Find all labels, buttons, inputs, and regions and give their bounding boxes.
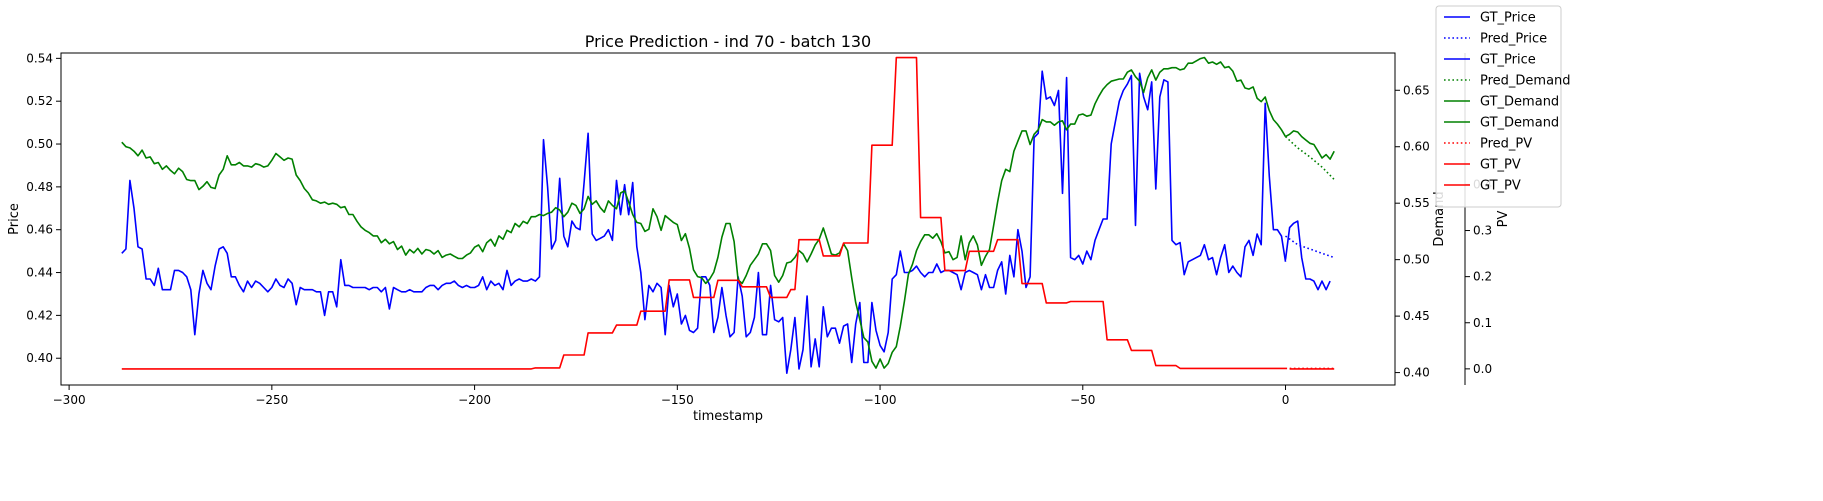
axes-layer: −300 −250 −200 −150 −100 −50 0 0.40 0.42 0.44 0.46… (26, 51, 1492, 407)
demand-tick-label: 0.55 (1403, 196, 1430, 210)
price-tick-label: 0.42 (26, 308, 53, 322)
legend-box (1435, 5, 1562, 208)
legend-label: GT_Demand (1480, 116, 1559, 131)
plot-frame (60, 52, 1396, 386)
legend: GT_Price Pred_Price GT_Price Pred_Demand GT_… (1435, 5, 1571, 208)
price-tick-label: 0.52 (26, 94, 53, 108)
legend-label: GT_PV (1480, 179, 1521, 194)
x-tick-label: 0 (1282, 393, 1290, 407)
chart-title: Price Prediction - ind 70 - batch 130 (585, 32, 871, 51)
demand-tick-label: 0.40 (1403, 366, 1430, 380)
legend-label: Pred_PV (1480, 137, 1532, 152)
x-tick-label: −300 (53, 393, 86, 407)
pv-tick-label: 0.0 (1473, 362, 1492, 376)
series-layer (121, 56, 1335, 375)
price-tick-label: 0.50 (26, 137, 53, 151)
price-tick-label: 0.40 (26, 351, 53, 365)
price-tick-label: 0.54 (26, 51, 53, 65)
series-line-gt-pv-6 (121, 56, 1286, 370)
pv-tick-label: 0.3 (1473, 224, 1492, 238)
legend-label: GT_Demand (1480, 95, 1559, 110)
series-line-gt-price-0 (121, 70, 1287, 375)
demand-tick-label: 0.45 (1403, 309, 1430, 323)
series-line-gt-demand-4 (1285, 130, 1335, 160)
series-line-pred-price-2 (1285, 235, 1335, 259)
x-tick-label: −150 (661, 393, 694, 407)
price-tick-label: 0.44 (26, 266, 53, 280)
demand-tick-label: 0.60 (1403, 140, 1430, 154)
legend-label: Pred_Price (1480, 32, 1547, 47)
x-tick-label: −200 (458, 393, 491, 407)
x-tick-label: −250 (255, 393, 288, 407)
pv-tick-label: 0.2 (1473, 270, 1492, 284)
demand-tick-label: 0.65 (1403, 83, 1430, 97)
legend-label: GT_Price (1480, 53, 1536, 68)
x-axis-title: timestamp (693, 409, 763, 424)
legend-label: GT_PV (1480, 158, 1521, 173)
series-line-gt-demand-3 (121, 56, 1287, 369)
x-tick-label: −50 (1070, 393, 1095, 407)
demand-tick-label: 0.50 (1403, 253, 1430, 267)
price-axis-title: Price (7, 203, 22, 235)
pv-tick-label: 0.1 (1473, 316, 1492, 330)
pv-axis-title: PV (1496, 211, 1511, 228)
x-tick-label: −100 (864, 393, 897, 407)
price-tick-label: 0.46 (26, 223, 53, 237)
legend-label: GT_Price (1480, 11, 1536, 26)
price-tick-label: 0.48 (26, 180, 53, 194)
legend-label: Pred_Demand (1480, 74, 1571, 89)
series-line-gt-price-1 (1284, 220, 1331, 291)
